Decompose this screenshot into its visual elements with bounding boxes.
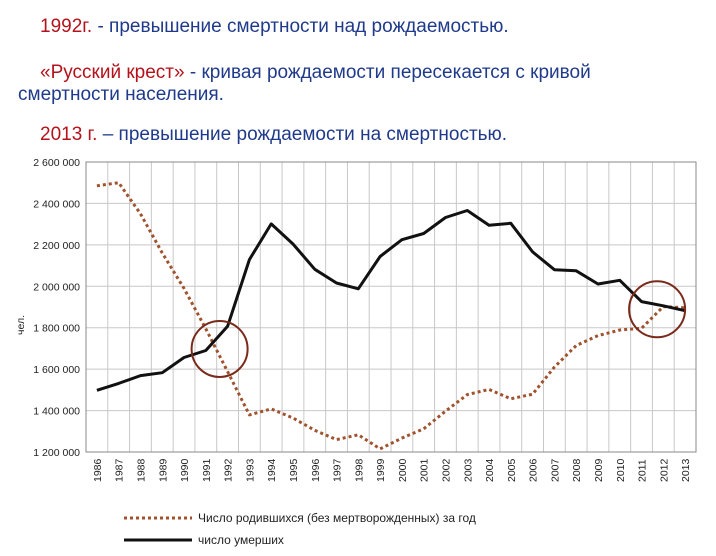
plot-frame xyxy=(85,161,697,453)
legend-label-births: Число родившихся (без мертворожденных) з… xyxy=(198,511,476,525)
legend-label-deaths: число умерших xyxy=(198,533,284,547)
x-tick-label: 2003 xyxy=(462,458,474,482)
legend: Число родившихся (без мертворожденных) з… xyxy=(124,511,476,547)
caption-russian-cross-text: - кривая рождаемости пересекается с крив… xyxy=(184,62,591,83)
x-tick-label: 2005 xyxy=(506,458,518,482)
caption-1992-year: 1992г. xyxy=(40,16,93,37)
caption-russian-cross-continued: смертности населения. xyxy=(18,84,224,105)
x-tick-label: 2012 xyxy=(658,458,670,482)
x-tick-label: 2004 xyxy=(484,458,496,482)
x-tick-label: 1992 xyxy=(223,458,235,482)
caption-2013-year: 2013 г. xyxy=(40,124,98,145)
x-tick-label: 2002 xyxy=(440,458,452,482)
grid xyxy=(86,161,696,453)
y-tick-label: 2 600 000 xyxy=(33,157,80,169)
y-tick-label: 2 000 000 xyxy=(33,281,80,293)
x-tick-label: 2011 xyxy=(637,459,649,482)
y-tick-label: 1 400 000 xyxy=(33,406,80,418)
axes: 1 200 000 1 400 000 1 600 000 1 800 000 2 00… xyxy=(15,157,697,482)
x-tick-label: 1997 xyxy=(332,458,344,482)
x-tick-label: 1994 xyxy=(266,458,278,482)
caption-russian-cross-quote: «Русский крест» xyxy=(40,62,185,83)
x-tick-label: 1989 xyxy=(157,458,169,482)
population-chart: 1 200 000 1 400 000 1 600 000 1 800 000 2 00… xyxy=(15,157,697,547)
caption-1992: 1992г. - превышение смертности над рожда… xyxy=(40,16,509,38)
x-tick-label: 2007 xyxy=(549,458,561,482)
y-tick-label: 1 800 000 xyxy=(33,323,80,335)
x-tick-label: 2006 xyxy=(528,458,540,482)
y-tick-label: 1 600 000 xyxy=(33,364,80,376)
x-tick-label: 2009 xyxy=(593,458,605,482)
caption-2013: 2013 г. – превышение рождаемости на смер… xyxy=(40,124,507,146)
caption-russian-cross: «Русский крест» - кривая рождаемости пер… xyxy=(40,62,700,84)
x-tick-label: 2000 xyxy=(397,458,409,482)
highlight-circles xyxy=(190,280,687,378)
highlight-circle-1992 xyxy=(190,319,249,378)
x-tick-label: 2001 xyxy=(419,458,431,482)
y-tick-label: 2 400 000 xyxy=(33,198,80,210)
caption-1992-text: - превышение смертности над рождаемостью… xyxy=(92,16,509,37)
x-tick-label: 1990 xyxy=(179,458,191,482)
x-tick-label: 1988 xyxy=(135,458,147,482)
x-tick-label: 1986 xyxy=(92,458,104,482)
x-tick-label: 1991 xyxy=(201,458,213,482)
y-tick-label: 2 200 000 xyxy=(33,240,80,252)
caption-2013-text: – превышение рождаемости на смертностью. xyxy=(97,124,508,145)
x-tick-label: 2010 xyxy=(615,458,627,482)
x-tick-label: 1998 xyxy=(353,458,365,482)
x-tick-label: 1987 xyxy=(114,458,126,482)
x-tick-label: 2013 xyxy=(680,458,692,482)
births-line xyxy=(96,181,686,451)
highlight-circle-2013 xyxy=(628,280,687,339)
y-axis-label: чел. xyxy=(15,315,27,335)
series xyxy=(96,181,686,451)
x-tick-label: 1993 xyxy=(244,458,256,482)
x-tick-label: 1996 xyxy=(310,458,322,482)
x-tick-label: 2008 xyxy=(571,458,583,482)
y-tick-label: 1 200 000 xyxy=(33,447,80,459)
x-tick-label: 1999 xyxy=(375,458,387,482)
deaths-line xyxy=(96,209,686,392)
x-tick-label: 1995 xyxy=(288,458,300,482)
